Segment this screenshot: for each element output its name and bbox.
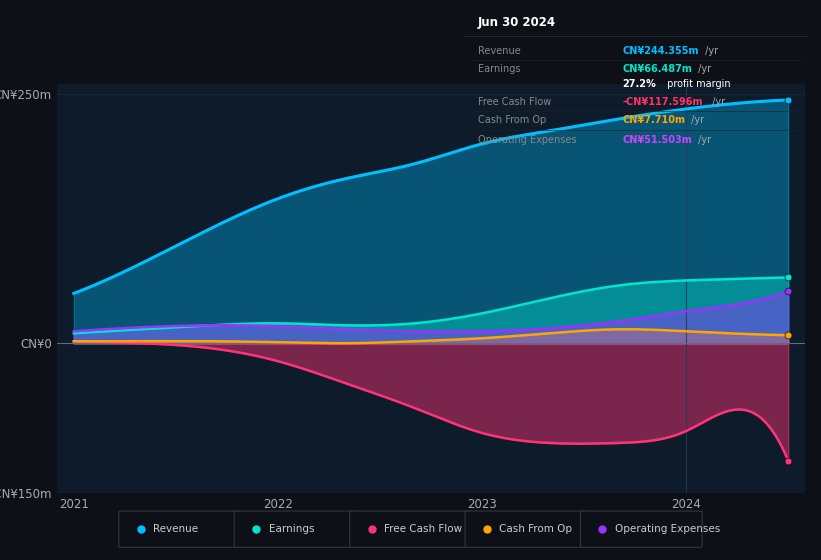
Text: Operating Expenses: Operating Expenses bbox=[478, 135, 576, 145]
Text: Free Cash Flow: Free Cash Flow bbox=[478, 97, 551, 107]
FancyBboxPatch shape bbox=[234, 511, 356, 547]
FancyBboxPatch shape bbox=[350, 511, 471, 547]
Text: Operating Expenses: Operating Expenses bbox=[615, 524, 720, 534]
Text: Cash From Op: Cash From Op bbox=[499, 524, 572, 534]
Text: Jun 30 2024: Jun 30 2024 bbox=[478, 16, 556, 29]
Text: Earnings: Earnings bbox=[478, 64, 521, 74]
Text: 27.2%: 27.2% bbox=[622, 79, 656, 89]
Text: -CN¥117.596m: -CN¥117.596m bbox=[622, 97, 703, 107]
Text: /yr: /yr bbox=[688, 115, 704, 125]
FancyBboxPatch shape bbox=[119, 511, 241, 547]
Text: Revenue: Revenue bbox=[478, 46, 521, 56]
Text: CN¥7.710m: CN¥7.710m bbox=[622, 115, 686, 125]
Text: profit margin: profit margin bbox=[664, 79, 731, 89]
Text: Revenue: Revenue bbox=[153, 524, 198, 534]
Text: Earnings: Earnings bbox=[268, 524, 314, 534]
Text: CN¥66.487m: CN¥66.487m bbox=[622, 64, 692, 74]
Text: CN¥244.355m: CN¥244.355m bbox=[622, 46, 699, 56]
Text: /yr: /yr bbox=[702, 46, 718, 56]
Text: /yr: /yr bbox=[695, 135, 711, 145]
Text: /yr: /yr bbox=[695, 64, 711, 74]
FancyBboxPatch shape bbox=[465, 511, 587, 547]
FancyBboxPatch shape bbox=[580, 511, 702, 547]
Text: /yr: /yr bbox=[709, 97, 726, 107]
Text: CN¥51.503m: CN¥51.503m bbox=[622, 135, 692, 145]
Text: Free Cash Flow: Free Cash Flow bbox=[384, 524, 462, 534]
Text: Cash From Op: Cash From Op bbox=[478, 115, 546, 125]
